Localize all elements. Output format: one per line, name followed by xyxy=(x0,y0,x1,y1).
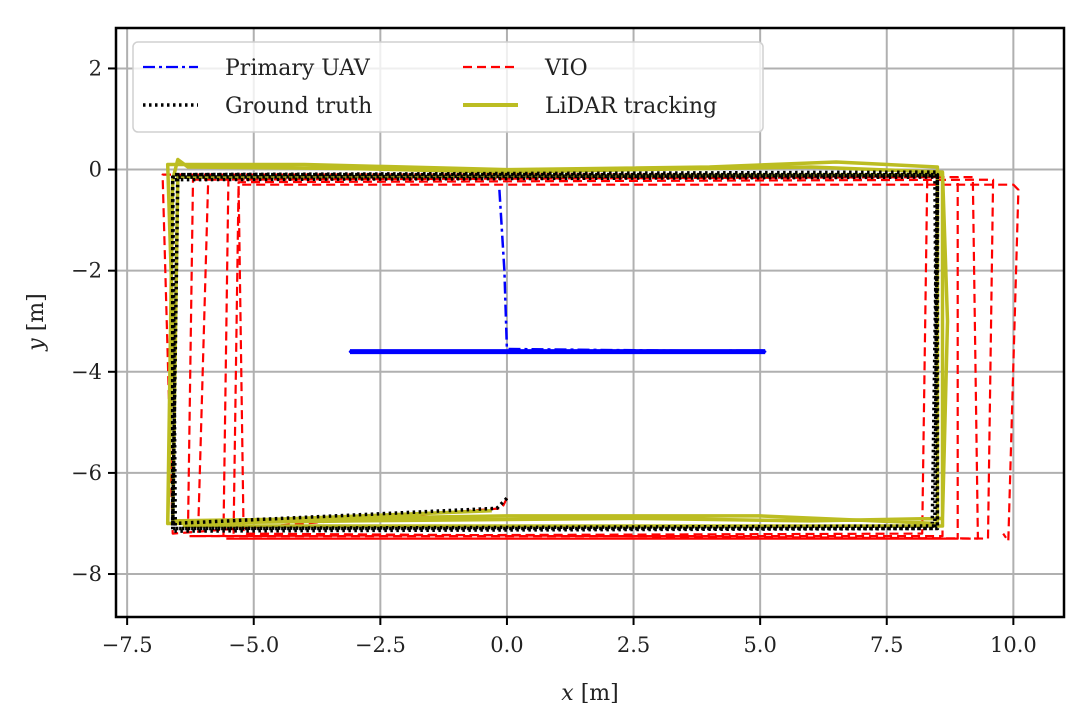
plot-area xyxy=(161,157,1020,543)
x-tick-label: 0.0 xyxy=(490,633,523,657)
x-tick-label: −7.5 xyxy=(102,633,153,657)
x-tick-label: 2.5 xyxy=(617,633,650,657)
x-tick-label: 7.5 xyxy=(870,633,903,657)
y-tick-label: −8 xyxy=(71,562,102,586)
legend: Primary UAV Ground truth VIO LiDAR tracking xyxy=(132,41,764,133)
y-tick-label: −4 xyxy=(71,360,102,384)
legend-label-vio: VIO xyxy=(544,56,588,81)
legend-label-primary-uav: Primary UAV xyxy=(225,56,371,81)
y-axis-label: y [m] xyxy=(24,293,49,351)
series-line-vio xyxy=(161,173,1020,543)
x-tick-label: −2.5 xyxy=(355,633,406,657)
legend-label-ground-truth: Ground truth xyxy=(225,94,372,119)
y-tick-label: −2 xyxy=(71,259,102,283)
series-line-ground-truth xyxy=(170,170,940,533)
x-tick-label: −5.0 xyxy=(228,633,279,657)
x-axis-label: x [m] xyxy=(561,681,618,706)
x-tick-label: 10.0 xyxy=(990,633,1037,657)
legend-label-lidar-tracking: LiDAR tracking xyxy=(545,94,717,119)
series-line-lidar-tracking xyxy=(165,157,950,528)
legend-frame xyxy=(132,41,764,133)
y-tick-label: −6 xyxy=(71,461,102,485)
y-tick-label: 0 xyxy=(89,158,102,182)
axes-frame xyxy=(114,26,1066,619)
y-tick-label: 2 xyxy=(89,56,102,80)
axis-ticks: −7.5 −5.0 −2.5 0.0 2.5 5.0 7.5 10.0 2 0 −2 −4 −6 −8 xyxy=(71,56,1037,657)
x-tick-label: 5.0 xyxy=(743,633,776,657)
